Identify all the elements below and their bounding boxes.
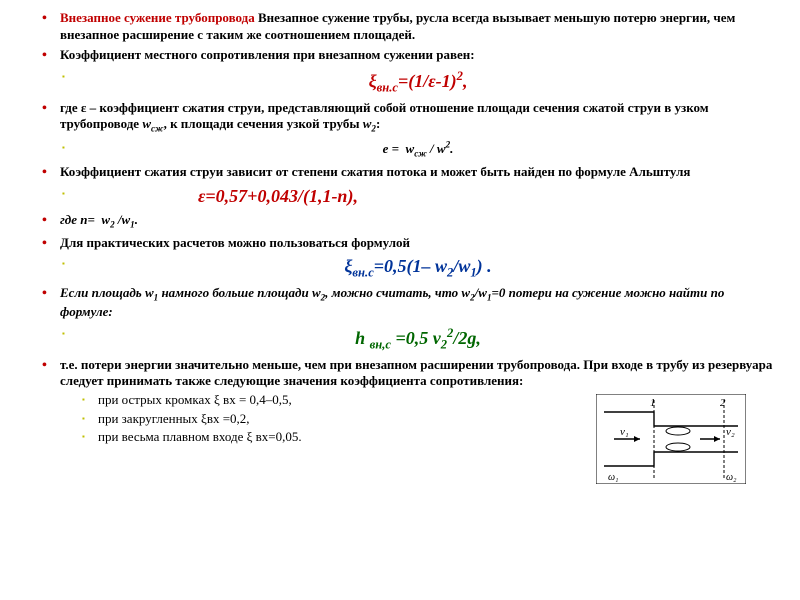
bullet-5: где n= w2 /w1. [40, 212, 776, 231]
formula-2: е = wсж / w2. [40, 139, 776, 160]
formula-1: ξвн.с=(1/ε-1)2, [40, 68, 776, 96]
sub-list: при острых кромках ξ вх = 0,4–0,5, при з… [60, 392, 776, 446]
text-8: т.е. потери энергии значительно меньше, … [60, 357, 772, 389]
dia-label-w2: ω₂ [726, 472, 737, 483]
dia-label-w1: ω₁ [608, 472, 619, 483]
bullet-6: Для практических расчетов можно пользова… [40, 235, 776, 252]
formula-5-text: h вн,с =0,5 v22/2g, [355, 328, 481, 348]
text-5: где n= w2 /w1. [60, 212, 138, 227]
text-4: Коэффициент сжатия струи зависит от степ… [60, 164, 690, 179]
bullet-3: где ε – коэффициент сжатия струи, предст… [40, 100, 776, 136]
sub-1: при острых кромках ξ вх = 0,4–0,5, [82, 392, 776, 409]
bullet-title: Внезапное сужение трубопровода Внезапное… [40, 10, 776, 43]
title-text: Внезапное сужение трубопровода [60, 10, 255, 25]
sub-2: при закругленных ξвх =0,2, [82, 411, 776, 428]
bullet-7: Если площадь w1 намного больше площади w… [40, 285, 776, 321]
text-2: Коэффициент местного сопротивления при в… [60, 47, 475, 62]
formula-5: h вн,с =0,5 v22/2g, [40, 325, 776, 353]
sub-3: при весьма плавном входе ξ вх=0,05. [82, 429, 776, 446]
text-6: Для практических расчетов можно пользова… [60, 235, 410, 250]
bullet-8: т.е. потери энергии значительно меньше, … [40, 357, 776, 446]
formula-2-text: е = wсж / w2. [383, 141, 454, 156]
bullet-2: Коэффициент местного сопротивления при в… [40, 47, 776, 64]
formula-4-text: ξвн.с=0,5(1– w2/w1) . [344, 256, 491, 276]
formula-3-text: ε=0,57+0,043/(1,1-n), [198, 186, 358, 206]
formula-3: ε=0,57+0,043/(1,1-n), [40, 185, 776, 208]
text-3: где ε – коэффициент сжатия струи, предст… [60, 100, 709, 132]
formula-1-text: ξвн.с=(1/ε-1)2, [369, 71, 468, 91]
text-7: Если площадь w1 намного больше площади w… [60, 285, 724, 319]
bullet-4: Коэффициент сжатия струи зависит от степ… [40, 164, 776, 181]
formula-4: ξвн.с=0,5(1– w2/w1) . [40, 255, 776, 281]
